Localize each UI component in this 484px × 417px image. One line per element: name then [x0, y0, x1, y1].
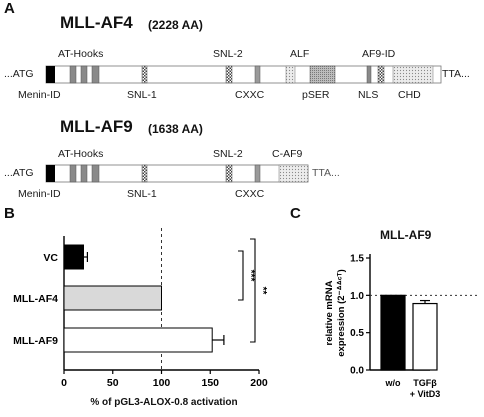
chart-c-category-label: w/o — [385, 378, 402, 388]
chart-c-category-label: + VitD3 — [410, 389, 441, 399]
chart-c-bar — [381, 295, 405, 370]
chart-c-ylabel: relative mRNA — [324, 280, 335, 345]
chart-c-tick-label: 1.5 — [350, 254, 364, 265]
chart-c-ylabel: expression (2⁻ᐞᐞᶜᵀ) — [336, 269, 347, 356]
chart-c-category-label: TGFβ — [413, 378, 437, 388]
chart-c-bar — [413, 304, 437, 370]
chart-c-tick-label: 0.5 — [350, 328, 364, 339]
chart-c-tick-label: 1.0 — [350, 291, 364, 302]
chart-c-tick-label: 0.0 — [350, 366, 364, 377]
